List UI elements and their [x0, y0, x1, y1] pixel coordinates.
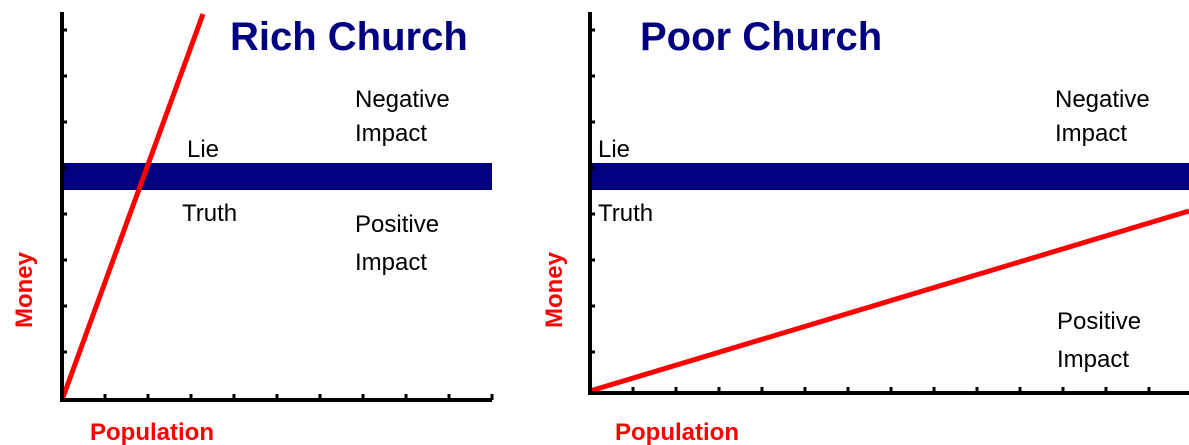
lie-truth-band — [62, 163, 492, 190]
lower-impact: Impact — [1057, 346, 1129, 373]
y-label: Money — [11, 251, 38, 328]
y-label: Money — [541, 251, 568, 328]
lower-label: Truth — [598, 200, 653, 227]
x-label: Population — [615, 419, 739, 445]
lower-impact: Positive — [355, 211, 439, 238]
lower-impact: Positive — [1057, 308, 1141, 335]
panel-poor: Poor Church Lie Truth Negative Impact Po… — [541, 12, 1189, 445]
ticks — [590, 28, 1151, 393]
x-label: Population — [90, 419, 214, 445]
title: Rich Church — [230, 15, 468, 59]
upper-label: Lie — [598, 136, 630, 163]
lower-impact: Impact — [355, 249, 427, 276]
upper-impact: Negative — [1055, 86, 1150, 113]
ticks — [62, 28, 494, 400]
panel-rich: Rich Church Lie Truth Negative Impact Po… — [11, 12, 494, 445]
trend-line — [589, 208, 1189, 394]
title: Poor Church — [640, 15, 882, 59]
upper-label: Lie — [187, 136, 219, 163]
upper-impact: Impact — [1055, 120, 1127, 147]
lie-truth-band — [590, 163, 1189, 190]
upper-impact: Impact — [355, 120, 427, 147]
upper-impact: Negative — [355, 86, 450, 113]
trend-line — [59, 13, 206, 401]
lower-label: Truth — [182, 200, 237, 227]
